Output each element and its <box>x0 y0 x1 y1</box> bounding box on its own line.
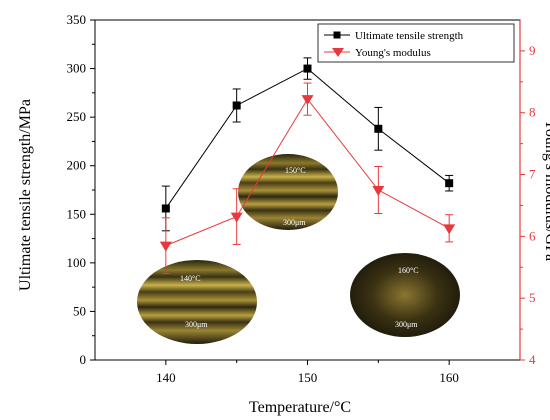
inset-140-temperature: 140°C <box>180 274 201 283</box>
y-tick-label: 350 <box>67 12 87 27</box>
y-axis-right-title: Young's modulus/GPa <box>542 119 550 261</box>
y-tick-label: 150 <box>67 206 87 221</box>
y-tick-label: 0 <box>80 352 87 367</box>
legend-ym-marker <box>332 48 344 57</box>
micrograph-inset-160: 160°C 300μm <box>350 253 460 337</box>
y2-tick-label: 5 <box>529 290 536 305</box>
y-tick-label: 250 <box>67 109 87 124</box>
x-tick-label: 140 <box>156 370 176 385</box>
legend-ym-label: Young's modulus <box>355 47 431 59</box>
data-point <box>232 101 241 110</box>
data-point <box>159 241 172 252</box>
x-axis-ticks: 140 150 160 <box>156 360 459 385</box>
legend-uts-label: Ultimate tensile strength <box>355 30 464 42</box>
micrograph-inset-150: 150°C 300μm <box>238 154 338 230</box>
y-tick-label: 200 <box>67 158 87 173</box>
y2-tick-label: 6 <box>529 228 536 243</box>
data-point <box>372 186 385 196</box>
data-point <box>301 95 314 106</box>
inset-140-scale: 300μm <box>185 320 208 329</box>
y-axis-left-title: Ultimate tensile strength/MPa <box>17 99 34 291</box>
y2-tick-label: 8 <box>529 105 536 120</box>
x-axis-title: Temperature/°C <box>249 399 351 416</box>
inset-150-scale: 300μm <box>283 218 306 227</box>
legend: Ultimate tensile strength Young's modulu… <box>317 23 515 63</box>
series-tensile-strength <box>161 57 454 232</box>
data-point <box>445 179 454 188</box>
data-point <box>230 212 243 223</box>
micrograph-inset-140: 140°C 300μm <box>137 260 257 344</box>
inset-160-scale: 300μm <box>395 320 418 329</box>
data-point <box>443 224 456 235</box>
y2-tick-label: 9 <box>529 43 536 58</box>
x-tick-label: 150 <box>298 370 318 385</box>
legend-box <box>317 23 515 63</box>
y-axis-left-ticks: 0 50 100 150 200 250 300 350 <box>67 12 95 367</box>
y-axis-right-ticks: 4 5 6 7 8 9 <box>520 43 536 367</box>
legend-uts-marker <box>333 31 341 39</box>
data-point <box>303 64 312 73</box>
y2-tick-label: 4 <box>529 352 536 367</box>
y-tick-label: 50 <box>73 303 86 318</box>
data-point <box>161 204 170 213</box>
series-youngs-modulus <box>159 82 456 274</box>
series-layer <box>159 57 456 274</box>
y2-tick-label: 7 <box>529 167 536 182</box>
inset-160-temperature: 160°C <box>398 266 419 275</box>
inset-150-temperature: 150°C <box>285 166 306 175</box>
x-tick-label: 160 <box>439 370 459 385</box>
y-tick-label: 300 <box>67 61 87 76</box>
y-tick-label: 100 <box>67 255 87 270</box>
data-point <box>374 124 383 133</box>
